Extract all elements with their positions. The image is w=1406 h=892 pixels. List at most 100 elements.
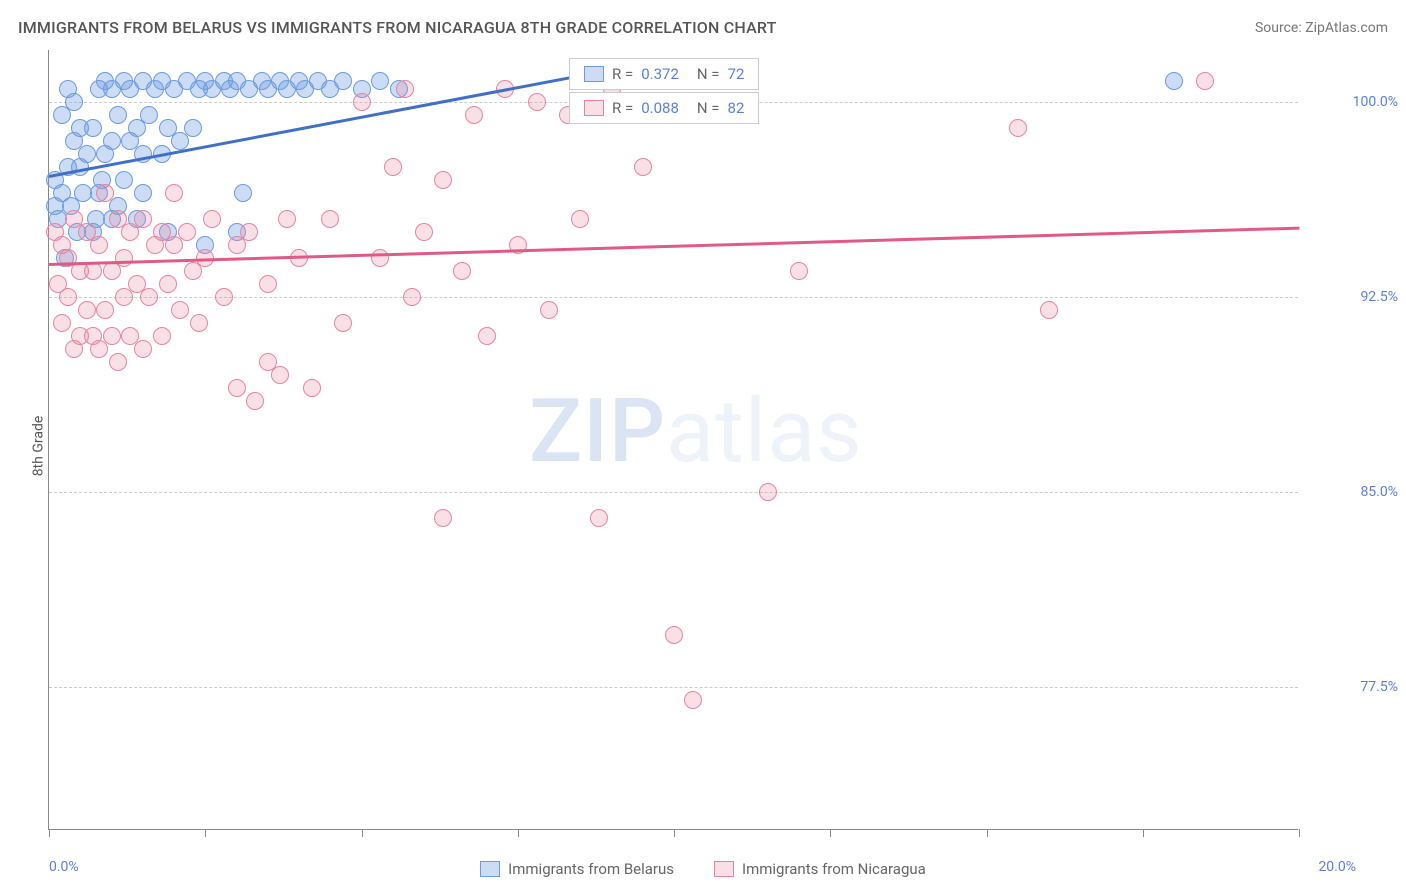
data-point [303,379,321,397]
data-point [228,379,246,397]
data-point [53,314,71,332]
data-point [184,119,202,137]
r-value: 0.088 [641,99,679,117]
data-point [78,145,96,163]
data-point [665,626,683,644]
data-point [334,72,352,90]
data-point [134,184,152,202]
gridline [49,492,1298,493]
n-value: 82 [728,99,745,117]
data-point [78,301,96,319]
x-tick [49,829,50,837]
data-point [478,327,496,345]
watermark: ZIPatlas [529,380,863,483]
data-point [159,275,177,293]
data-point [1165,72,1183,90]
correlation-legend: R = 0.372 N = 72 [569,58,759,90]
data-point [190,314,208,332]
data-point [140,288,158,306]
data-point [140,106,158,124]
data-point [109,353,127,371]
r-value: 0.372 [641,65,679,83]
data-point [396,80,414,98]
data-point [790,262,808,280]
data-point [1009,119,1027,137]
x-tick [518,829,519,837]
y-tick-label: 92.5% [1360,289,1398,305]
data-point [371,249,389,267]
scatter-plot: ZIPatlas 0.0%20.0%R =0.372N =72R =0.088N… [48,50,1298,830]
data-point [59,288,77,306]
x-tick [1143,829,1144,837]
correlation-legend: R = 0.088 N = 82 [569,92,759,124]
data-point [259,275,277,293]
gridline [49,297,1298,298]
data-point [1196,72,1214,90]
data-point [215,288,233,306]
data-point [109,106,127,124]
y-tick-label: 100.0% [1353,94,1398,110]
data-point [271,366,289,384]
data-point [103,132,121,150]
data-point [115,249,133,267]
legend-item-nicaragua: Immigrants from Nicaragua [714,860,926,878]
data-point [434,509,452,527]
data-point [90,236,108,254]
data-point [96,301,114,319]
data-point [759,483,777,501]
bottom-legend: Immigrants from Belarus Immigrants from … [0,860,1406,878]
data-point [528,93,546,111]
source-label: Source: ZipAtlas.com [1255,20,1388,36]
x-tick [674,829,675,837]
n-value: 72 [728,65,745,83]
y-tick-label: 85.0% [1360,484,1398,500]
data-point [353,93,371,111]
gridline [49,687,1298,688]
data-point [384,158,402,176]
data-point [65,93,83,111]
data-point [434,171,452,189]
data-point [1040,301,1058,319]
y-axis-label: 8th Grade [30,416,46,477]
data-point [571,210,589,228]
legend-swatch [584,66,604,82]
data-point [634,158,652,176]
r-label: R = [612,99,633,117]
legend-label-belarus: Immigrants from Belarus [508,860,674,878]
y-tick-label: 77.5% [1360,679,1398,695]
data-point [103,327,121,345]
data-point [321,210,339,228]
data-point [178,223,196,241]
data-point [171,301,189,319]
legend-swatch-belarus [480,861,500,877]
x-tick [362,829,363,837]
data-point [278,210,296,228]
data-point [115,171,133,189]
x-tick [1299,829,1300,837]
data-point [134,210,152,228]
legend-swatch-nicaragua [714,861,734,877]
chart-title: IMMIGRANTS FROM BELARUS VS IMMIGRANTS FR… [18,18,777,37]
data-point [240,223,258,241]
legend-item-belarus: Immigrants from Belarus [480,860,674,878]
data-point [203,210,221,228]
x-tick [987,829,988,837]
data-point [165,184,183,202]
data-point [246,392,264,410]
legend-swatch [584,100,604,116]
data-point [540,301,558,319]
x-tick [830,829,831,837]
n-label: N = [697,65,720,83]
x-tick [205,829,206,837]
data-point [234,184,252,202]
data-point [684,691,702,709]
data-point [371,72,389,90]
data-point [453,262,471,280]
data-point [465,106,483,124]
data-point [334,314,352,332]
data-point [153,327,171,345]
r-label: R = [612,65,633,83]
n-label: N = [697,99,720,117]
data-point [134,340,152,358]
data-point [84,262,102,280]
